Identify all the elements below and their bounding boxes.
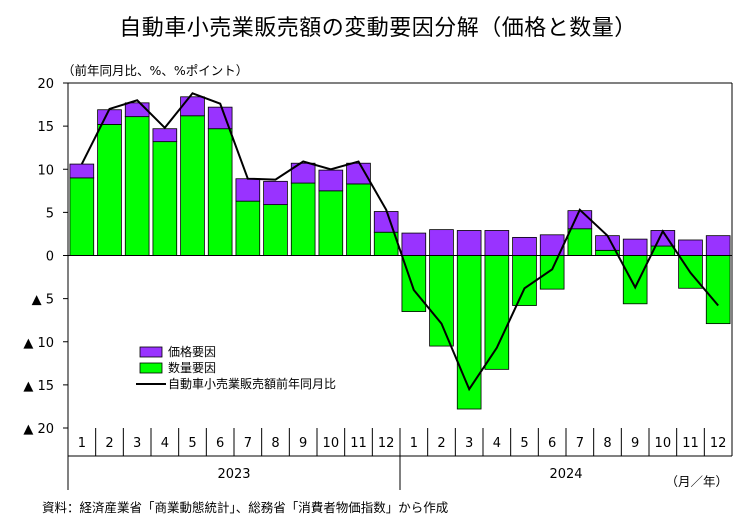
- x-tick-label: 2: [105, 436, 113, 451]
- bar-quantity-4: [152, 141, 178, 256]
- bar-price-11: [346, 162, 371, 185]
- x-tick-label: 7: [576, 436, 584, 451]
- x-tick-label: 10: [323, 436, 340, 451]
- bar-quantity-17: [512, 255, 537, 306]
- bar-price-13: [401, 232, 427, 256]
- y-tick-label: ▲ 10: [23, 336, 54, 351]
- bar-price-8: [263, 180, 288, 206]
- x-tick-label: 5: [188, 436, 196, 451]
- bar-price-17: [512, 236, 537, 256]
- y-tick-label: ▲ 5: [32, 293, 54, 308]
- y-tick-label: ▲ 20: [23, 422, 54, 437]
- bar-price-7: [235, 178, 261, 202]
- x-tick-label: 12: [378, 436, 395, 451]
- y-tick-label: 20: [37, 77, 54, 92]
- bar-quantity-15: [456, 255, 482, 410]
- bar-price-15: [456, 230, 482, 256]
- x-tick-label: 9: [299, 436, 307, 451]
- line-layer: [80, 92, 719, 392]
- bar-price-2: [97, 109, 122, 125]
- source-note: 資料：経済産業省「商業動態統計」、総務省「消費者物価指数」から作成: [42, 500, 449, 515]
- bar-quantity-3: [124, 116, 150, 256]
- bar-price-20: [595, 235, 620, 251]
- y-tick-label: 0: [46, 250, 54, 265]
- bar-quantity-24: [705, 255, 731, 325]
- legend-swatch-2: [139, 362, 163, 374]
- bar-price-23: [678, 239, 703, 256]
- x-tick-label: 3: [133, 436, 141, 451]
- x-tick-label: 6: [548, 436, 556, 451]
- bar-quantity-11: [346, 183, 371, 256]
- bar-price-24: [705, 235, 731, 256]
- bar-price-12: [373, 211, 399, 233]
- bar-quantity-2: [97, 124, 122, 256]
- x-tick-label: 11: [682, 436, 699, 451]
- bar-price-1: [69, 163, 95, 179]
- year-label-2024: 2024: [549, 467, 582, 482]
- y-tick-label: ▲ 15: [23, 379, 54, 394]
- x-tick-label: 9: [631, 436, 639, 451]
- y-tick-label: 15: [37, 120, 54, 135]
- legend-swatch-1: [139, 346, 163, 358]
- x-axis-unit-label: （月／年）: [665, 474, 728, 489]
- year-label-2023: 2023: [217, 467, 250, 482]
- bar-price-14: [429, 229, 454, 256]
- bar-price-10: [318, 169, 344, 192]
- bar-quantity-7: [235, 200, 261, 256]
- x-tick-label: 3: [465, 436, 473, 451]
- x-tick-label: 11: [350, 436, 367, 451]
- legend-label-1: 価格要因: [168, 344, 216, 359]
- bar-quantity-19: [567, 228, 593, 256]
- bar-quantity-18: [539, 255, 565, 290]
- bar-quantity-6: [207, 128, 233, 256]
- x-tick-label: 8: [271, 436, 279, 451]
- chart-title: 自動車小売業販売額の変動要因分解（価格と数量）: [119, 16, 637, 41]
- x-tick-label: 1: [410, 436, 418, 451]
- bar-price-5: [180, 96, 205, 117]
- bar-price-21: [622, 238, 648, 256]
- y-tick-label: 10: [37, 163, 54, 178]
- bar-price-16: [484, 230, 510, 256]
- bar-quantity-8: [263, 204, 288, 256]
- x-tick-label: 6: [216, 436, 224, 451]
- x-tick-label: 1: [78, 436, 86, 451]
- bar-quantity-1: [69, 177, 95, 256]
- x-tick-label: 5: [520, 436, 528, 451]
- bar-quantity-10: [318, 190, 344, 256]
- x-tick-label: 10: [655, 436, 672, 451]
- bar-quantity-21: [622, 255, 648, 305]
- x-tick-label: 2: [437, 436, 445, 451]
- y-tick-label: 5: [46, 206, 54, 221]
- line-total-yoy: [80, 92, 719, 392]
- bar-price-9: [290, 162, 316, 184]
- bar-quantity-9: [290, 182, 316, 256]
- bar-price-4: [152, 128, 178, 143]
- bar-quantity-14: [429, 255, 454, 347]
- y-axis-unit-label: （前年同月比、%、%ポイント）: [62, 63, 249, 78]
- x-tick-label: 4: [493, 436, 501, 451]
- x-tick-label: 8: [603, 436, 611, 451]
- x-tick-label: 12: [710, 436, 727, 451]
- legend-label-2: 数量要因: [168, 360, 216, 375]
- bar-quantity-16: [484, 255, 510, 370]
- bar-price-6: [207, 106, 233, 130]
- bars-layer: [69, 96, 731, 410]
- x-tick-label: 7: [244, 436, 252, 451]
- x-tick-label: 4: [161, 436, 169, 451]
- bar-quantity-5: [180, 115, 205, 256]
- legend-label-3: 自動車小売業販売額前年同月比: [168, 376, 336, 391]
